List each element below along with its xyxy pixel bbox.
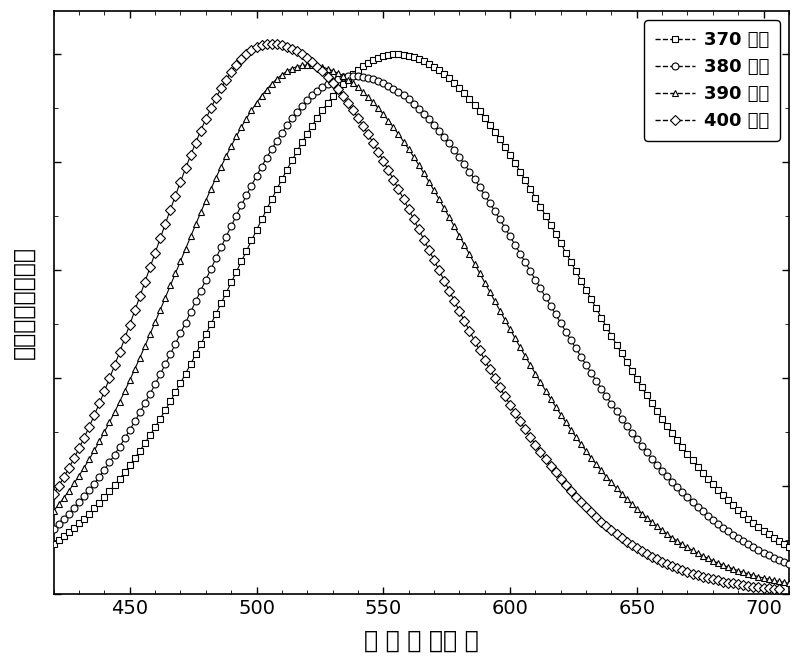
Y-axis label: 强度（任意单位）: 强度（任意单位） (11, 246, 35, 359)
X-axis label: 波 长 （ 纳米 ）: 波 长 （ 纳米 ） (364, 629, 478, 653)
Legend: 370 纳米, 380 纳米, 390 纳米, 400 纳米: 370 纳米, 380 纳米, 390 纳米, 400 纳米 (644, 20, 780, 141)
